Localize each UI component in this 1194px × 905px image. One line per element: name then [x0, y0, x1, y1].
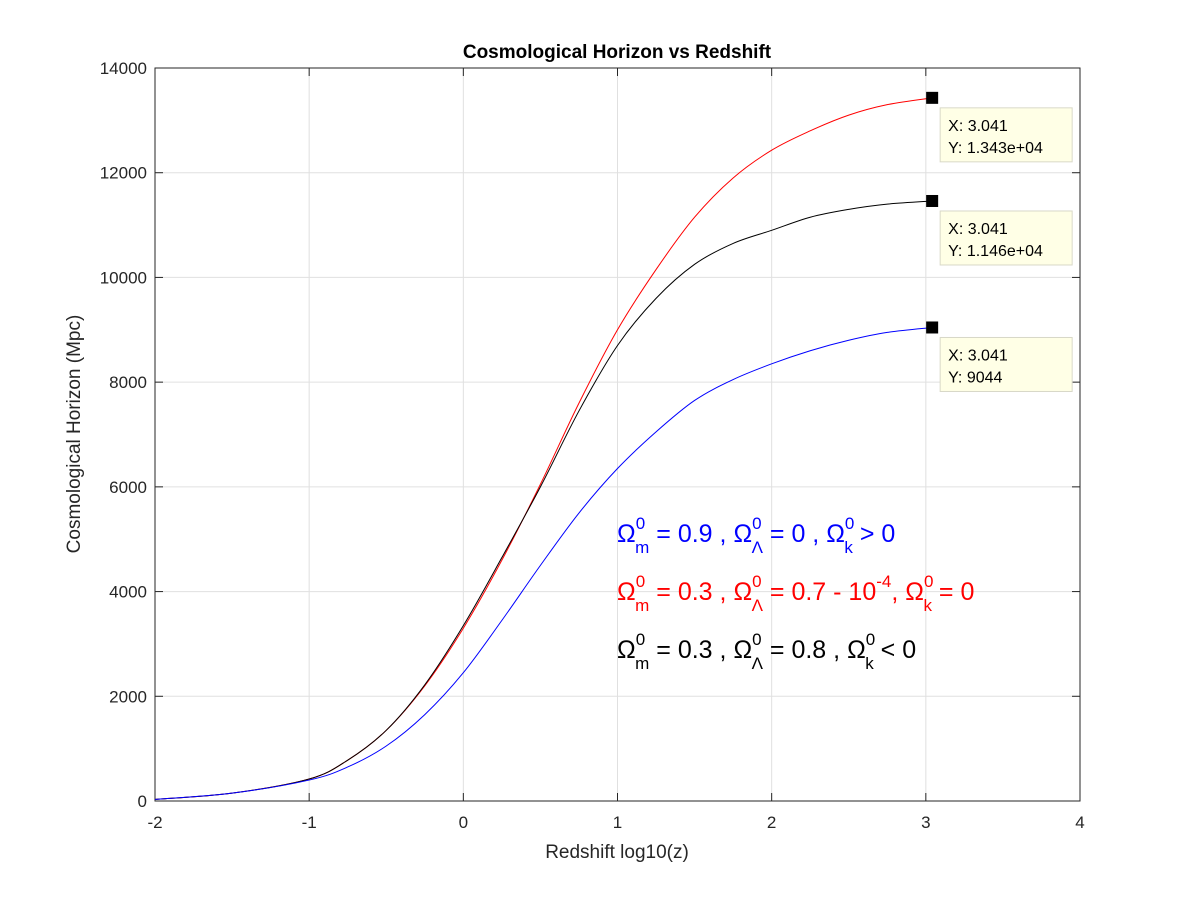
- omega-symbol: Ω: [733, 578, 752, 606]
- omega-k-sup: 0: [924, 572, 933, 591]
- omega-m-sup: 0: [636, 514, 645, 533]
- separator: ,: [891, 578, 905, 606]
- omega-m-sub: m: [635, 654, 649, 673]
- x-tick-label: 3: [921, 813, 930, 832]
- omega-k-sub: k: [923, 596, 932, 615]
- omega-symbol: Ω: [733, 520, 752, 548]
- omega-symbol: Ω: [826, 520, 845, 548]
- datatip[interactable]: X: 3.041 Y: 1.146e+04: [926, 194, 1073, 266]
- y-axis-label: Cosmological Horizon (Mpc): [64, 315, 85, 554]
- datatip-y-label: Y: 1.146e+04: [948, 243, 1043, 260]
- annotation-red: Ω0 m = 0.3 , Ω0 Λ = 0.7 - 10-4, Ω0 k = 0: [617, 572, 974, 615]
- omega-m-value: = 0.3 ,: [649, 636, 733, 664]
- omega-k-sub: k: [865, 654, 874, 673]
- axis-ticks: -2 -1 0 1 2 3 4 0 2000 4000 6000 8000 10000 12000 1400…: [100, 59, 1085, 832]
- x-tick-label: -1: [302, 813, 317, 832]
- datatip[interactable]: X: 3.041 Y: 1.343e+04: [926, 91, 1073, 163]
- datatips[interactable]: X: 3.041 Y: 1.343e+04 X: 3.041 Y: 1.146e+04…: [926, 91, 1073, 392]
- omega-symbol: Ω: [733, 636, 752, 664]
- omega-m-sup: 0: [636, 572, 645, 591]
- x-tick-label: 4: [1075, 813, 1084, 832]
- omega-k-value: > 0: [853, 520, 895, 548]
- datatip-box: [939, 107, 1073, 163]
- x-tick-label: -2: [147, 813, 162, 832]
- omega-k-sup: 0: [845, 514, 854, 533]
- x-axis-label: Redshift log10(z): [545, 842, 689, 863]
- omega-m-sub: m: [635, 538, 649, 557]
- x-tick-label: 2: [767, 813, 776, 832]
- omega-lambda-value: = 0 ,: [763, 520, 826, 548]
- omega-k-sub: k: [844, 538, 853, 557]
- y-tick-label: 0: [138, 792, 147, 811]
- chart-title: Cosmological Horizon vs Redshift: [463, 42, 772, 63]
- y-tick-label: 8000: [109, 373, 147, 392]
- x-tick-label: 0: [459, 813, 468, 832]
- datatip[interactable]: X: 3.041 Y: 9044: [926, 321, 1073, 392]
- omega-m-sub: m: [635, 596, 649, 615]
- omega-lambda-sub: Λ: [752, 538, 764, 557]
- y-tick-label: 14000: [100, 59, 147, 78]
- omega-lambda-sup: 0: [752, 572, 761, 591]
- omega-m-value: = 0.3 ,: [649, 578, 733, 606]
- omega-lambda-sup: 0: [752, 514, 761, 533]
- series-lines[interactable]: [154, 97, 933, 800]
- datatip-marker[interactable]: [926, 91, 939, 104]
- datatip-box: [939, 336, 1073, 392]
- omega-k-value: < 0: [874, 636, 916, 664]
- y-tick-label: 4000: [109, 583, 147, 602]
- datatip-x-label: X: 3.041: [948, 221, 1008, 238]
- annotation-black: Ω0 m = 0.3 , Ω0 Λ = 0.8 , Ω0 k < 0: [617, 630, 916, 673]
- omega-symbol: Ω: [847, 636, 866, 664]
- series-line-blue[interactable]: [154, 326, 933, 800]
- power-exponent: -4: [876, 572, 891, 591]
- datatip-marker[interactable]: [926, 321, 939, 334]
- annotations: Ω0 m = 0.9 , Ω0 Λ = 0 , Ω0 k > 0 Ω0 m = 0.3 …: [617, 514, 974, 673]
- datatip-y-label: Y: 1.343e+04: [948, 140, 1043, 157]
- omega-lambda-sub: Λ: [752, 654, 764, 673]
- x-tick-label: 1: [613, 813, 622, 832]
- grid: [155, 68, 1080, 801]
- omega-symbol: Ω: [617, 636, 636, 664]
- omega-lambda-value: = 0.7 - 10: [763, 578, 876, 606]
- omega-k-sup: 0: [866, 630, 875, 649]
- omega-m-value: = 0.9 ,: [649, 520, 733, 548]
- datatip-box: [939, 210, 1073, 266]
- datatip-x-label: X: 3.041: [948, 347, 1008, 364]
- omega-symbol: Ω: [905, 578, 924, 606]
- omega-m-sup: 0: [636, 630, 645, 649]
- datatip-marker[interactable]: [926, 194, 939, 207]
- omega-lambda-sub: Λ: [752, 596, 764, 615]
- omega-lambda-sup: 0: [752, 630, 761, 649]
- y-tick-label: 10000: [100, 268, 147, 287]
- omega-symbol: Ω: [617, 520, 636, 548]
- y-tick-label: 6000: [109, 478, 147, 497]
- y-tick-label: 12000: [100, 164, 147, 183]
- y-tick-label: 2000: [109, 687, 147, 706]
- annotation-blue: Ω0 m = 0.9 , Ω0 Λ = 0 , Ω0 k > 0: [617, 514, 895, 557]
- series-line-black[interactable]: [154, 200, 933, 800]
- datatip-y-label: Y: 9044: [948, 369, 1002, 386]
- datatip-x-label: X: 3.041: [948, 118, 1008, 135]
- omega-k-value: = 0: [932, 578, 974, 606]
- omega-symbol: Ω: [617, 578, 636, 606]
- omega-lambda-value: = 0.8 ,: [763, 636, 847, 664]
